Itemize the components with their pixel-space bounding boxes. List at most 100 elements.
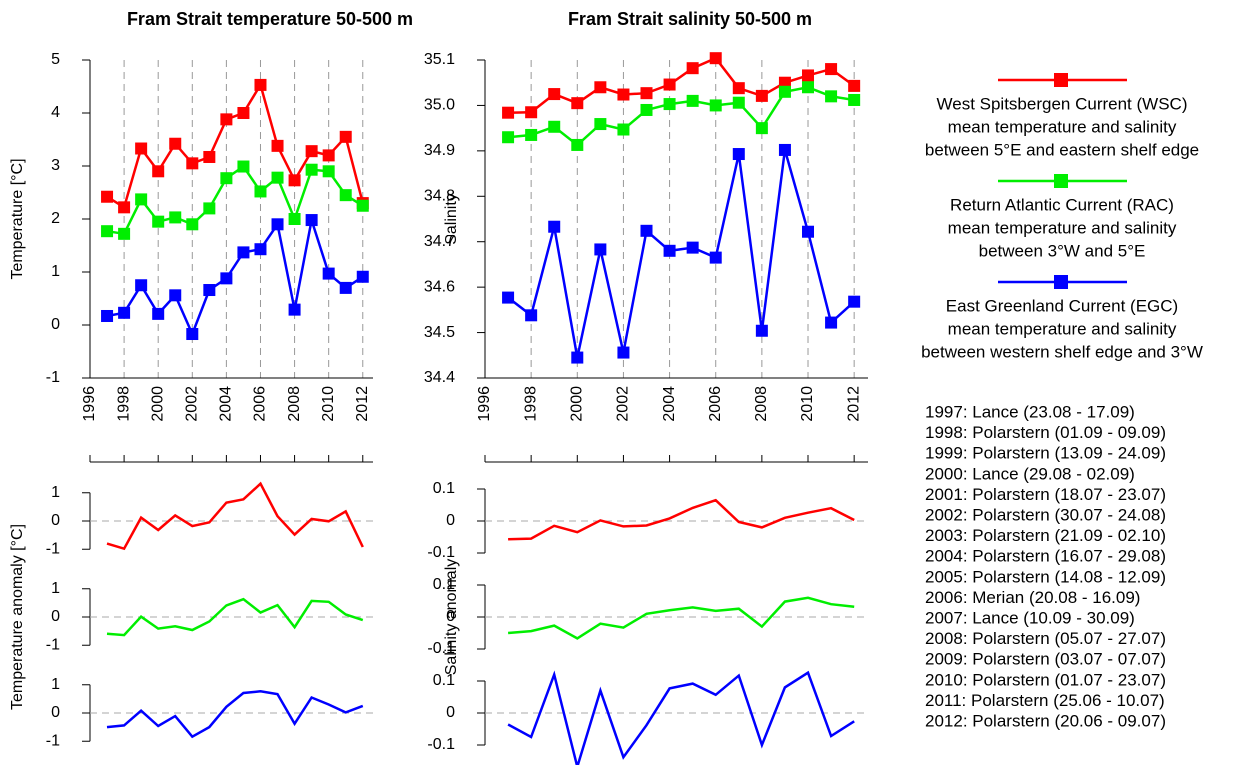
x-tick-label: 2002 xyxy=(184,386,201,422)
cruise-entry: 2003: Polarstern (21.09 - 02.10) xyxy=(925,526,1166,545)
series-line xyxy=(507,86,855,147)
marker xyxy=(502,106,515,119)
marker xyxy=(594,81,607,94)
cruise-entry: 2007: Lance (10.09 - 30.09) xyxy=(925,608,1135,627)
marker xyxy=(709,99,722,112)
x-tick-label: 2010 xyxy=(799,386,816,422)
y-tick-label: 0.1 xyxy=(433,672,455,689)
cruise-entry: 1999: Polarstern (13.09 - 24.09) xyxy=(925,444,1166,463)
cruise-entry: 1998: Polarstern (01.09 - 09.09) xyxy=(925,423,1166,442)
cruise-entry: 2012: Polarstern (20.06 - 09.07) xyxy=(925,711,1166,730)
marker xyxy=(186,218,199,231)
marker xyxy=(802,69,815,82)
marker xyxy=(525,106,538,119)
marker xyxy=(118,306,131,319)
marker xyxy=(305,214,318,227)
cruise-entry: 2010: Polarstern (01.07 - 23.07) xyxy=(925,670,1166,689)
marker xyxy=(617,88,630,101)
y-tick-label: -1 xyxy=(46,732,60,749)
y-tick-label: 0 xyxy=(51,704,60,721)
marker xyxy=(322,267,335,280)
y-tick-label: 1 xyxy=(51,676,60,693)
marker xyxy=(732,148,745,161)
marker xyxy=(101,190,114,203)
legend-label: East Greenland Current (EGC) xyxy=(946,296,1178,315)
marker xyxy=(571,97,584,110)
x-tick-label: 1996 xyxy=(81,386,98,422)
series-line xyxy=(507,670,855,765)
marker xyxy=(169,289,182,302)
y-tick-label: 0.1 xyxy=(433,576,455,593)
y-tick-label: 34.9 xyxy=(424,142,455,159)
y-tick-label: 0 xyxy=(51,316,60,333)
marker xyxy=(288,213,301,225)
marker xyxy=(322,165,335,178)
x-tick-label: 2000 xyxy=(149,386,166,422)
marker xyxy=(640,87,653,100)
marker xyxy=(135,279,148,292)
x-tick-label: 2002 xyxy=(615,386,632,422)
marker xyxy=(101,309,114,322)
marker xyxy=(640,224,653,237)
marker xyxy=(755,324,768,337)
marker xyxy=(594,118,607,131)
marker xyxy=(254,185,267,198)
marker xyxy=(152,165,165,178)
y-tick-label: -0.1 xyxy=(427,736,455,753)
y-tick-label: 34.8 xyxy=(424,188,455,205)
y-tick-label: 3 xyxy=(51,157,60,174)
legend-description: between 5°E and eastern shelf edge xyxy=(925,140,1199,159)
marker xyxy=(663,78,676,91)
marker xyxy=(709,52,722,65)
series-line xyxy=(507,149,856,358)
cruise-entry: 2009: Polarstern (03.07 - 07.07) xyxy=(925,650,1166,669)
series-line xyxy=(508,56,855,114)
cruise-entry: 1997: Lance (23.08 - 17.09) xyxy=(925,402,1135,421)
marker xyxy=(686,241,699,254)
marker xyxy=(118,227,131,240)
marker xyxy=(617,123,630,136)
marker xyxy=(271,218,284,231)
marker xyxy=(848,79,861,92)
legend-marker xyxy=(1054,174,1068,188)
marker xyxy=(237,107,250,119)
marker xyxy=(778,143,791,156)
marker xyxy=(152,307,165,320)
y-tick-label: 0 xyxy=(446,512,455,529)
marker xyxy=(663,98,676,111)
marker xyxy=(203,150,216,163)
y-axis-label: Temperature [°C] xyxy=(9,158,26,279)
marker xyxy=(339,189,352,202)
marker xyxy=(169,137,182,150)
marker xyxy=(825,63,838,76)
marker xyxy=(732,82,745,95)
marker xyxy=(778,76,791,89)
y-tick-label: 0 xyxy=(51,608,60,625)
marker xyxy=(220,113,233,126)
y-tick-label: 35.0 xyxy=(424,97,455,114)
marker xyxy=(617,346,630,359)
y-tick-label: 34.4 xyxy=(424,369,455,386)
legend-description: between 3°W and 5°E xyxy=(979,241,1146,260)
marker xyxy=(271,171,284,184)
marker xyxy=(254,243,267,256)
x-tick-label: 2004 xyxy=(218,386,235,422)
cruise-entry: 2008: Polarstern (05.07 - 27.07) xyxy=(925,629,1166,648)
cruise-entry: 2005: Polarstern (14.08 - 12.09) xyxy=(925,567,1166,586)
marker xyxy=(135,193,148,206)
marker xyxy=(825,316,838,329)
marker xyxy=(237,246,250,259)
marker xyxy=(271,139,284,152)
marker xyxy=(339,281,352,294)
legend-marker xyxy=(1054,275,1068,289)
y-axis-label: Salinity xyxy=(443,193,460,245)
y-tick-label: 5 xyxy=(51,51,60,68)
marker xyxy=(709,251,722,264)
marker xyxy=(548,120,561,133)
y-tick-label: 1 xyxy=(51,580,60,597)
legend-description: between western shelf edge and 3°W xyxy=(921,342,1203,361)
series-line xyxy=(508,498,855,541)
marker xyxy=(169,211,182,224)
marker xyxy=(778,85,791,98)
